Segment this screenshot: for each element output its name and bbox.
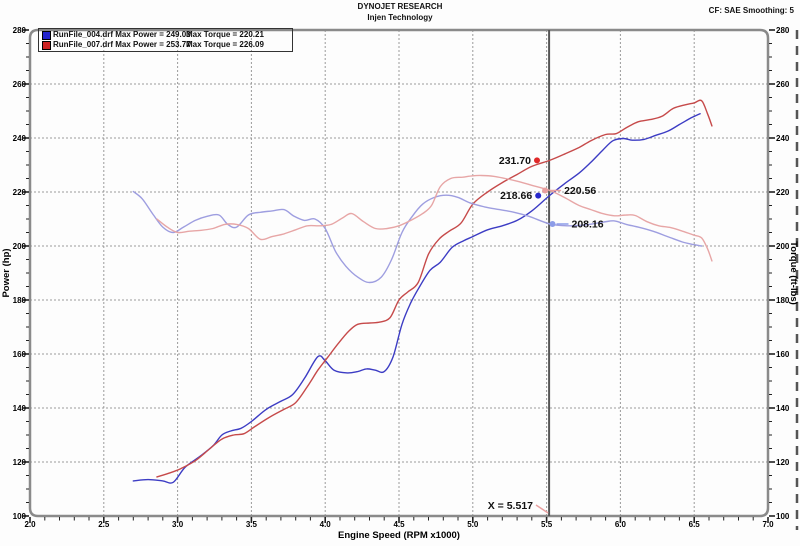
x-tick-label: 4.0: [320, 520, 332, 529]
y-tick-label-right: 260: [776, 80, 790, 89]
x-tick-label: 5.0: [467, 520, 479, 529]
x-tick-label: 2.0: [24, 520, 36, 529]
y-tick-label-right: 180: [776, 296, 790, 305]
legend-swatch-blue: [42, 31, 51, 40]
y-tick-label-right: 140: [776, 404, 790, 413]
y-tick-label-left: 260: [13, 80, 27, 89]
page-title: DYNOJET RESEARCH: [357, 2, 443, 11]
curve-3: [156, 174, 713, 262]
correction-smoothing-status: CF: SAE Smoothing: 5: [708, 6, 794, 15]
y-tick-label-left: 140: [13, 404, 27, 413]
legend-run004-power-label: RunFile_004.drf Max Power = 249.03: [53, 30, 191, 39]
y-tick-label-left: 100: [13, 512, 27, 521]
x-tick-label: 3.0: [172, 520, 184, 529]
legend-row-run004[interactable]: RunFile_004.drf Max Power = 249.03 Max T…: [39, 30, 292, 40]
legend-row-run007[interactable]: RunFile_007.drf Max Power = 253.77 Max T…: [39, 40, 292, 50]
y-tick-label-left: 160: [13, 350, 27, 359]
x-tick-label: 7.0: [762, 520, 774, 529]
legend-run007-torque-label: Max Torque = 226.09: [186, 40, 264, 49]
y-tick-label-right: 120: [776, 458, 790, 467]
legend-run007-power-label: RunFile_007.drf Max Power = 253.77: [53, 40, 191, 49]
legend-swatch-red: [42, 41, 51, 50]
y-tick-label-right: 220: [776, 188, 790, 197]
y-tick-label-right: 200: [776, 242, 790, 251]
curve-2: [132, 190, 703, 284]
blue-torque-marker: [549, 221, 556, 227]
x-axis-title: Engine Speed (RPM x1000): [338, 530, 460, 541]
y-tick-label-right: 160: [776, 350, 790, 359]
y-tick-label-left: 240: [13, 134, 27, 143]
page-subtitle: Injen Technology: [367, 13, 433, 22]
legend-box: RunFile_004.drf Max Power = 249.03 Max T…: [38, 28, 293, 52]
y-tick-label-right: 240: [776, 134, 790, 143]
x-tick-label: 6.0: [615, 520, 627, 529]
y-tick-label-left: 280: [13, 26, 27, 35]
legend-run004-torque-label: Max Torque = 220.21: [186, 30, 264, 39]
x-tick-label: 2.5: [98, 520, 110, 529]
blue-power-marker: [535, 192, 542, 199]
cursor-label-leader: [535, 504, 549, 514]
x-tick-label: 4.5: [393, 520, 405, 529]
x-tick-label: 5.5: [541, 520, 553, 529]
x-tick-label: 3.5: [246, 520, 258, 529]
curve-1: [156, 99, 713, 478]
x-tick-label: 6.5: [689, 520, 701, 529]
curve-0: [132, 113, 701, 484]
cursor-label: X = 5.517: [488, 500, 533, 512]
y-tick-label-right: 280: [776, 26, 790, 35]
y-axis-title-right: Torque (ft-lbs): [788, 241, 799, 305]
red-torque-marker-label: 220.56: [564, 185, 596, 197]
y-tick-label-left: 200: [13, 242, 27, 251]
y-tick-label-left: 220: [13, 188, 27, 197]
blue-torque-marker-label: 208.16: [572, 219, 604, 231]
y-tick-label-left: 120: [13, 458, 27, 467]
y-tick-label-right: 100: [776, 512, 790, 521]
plot-frame: [28, 28, 770, 518]
y-axis-title-left: Power (hp): [1, 248, 12, 297]
blue-power-marker-label: 218.66: [500, 190, 532, 202]
y-tick-label-left: 180: [13, 296, 27, 305]
red-power-marker: [534, 157, 540, 164]
red-power-marker-label: 231.70: [499, 155, 531, 167]
red-torque-marker: [542, 187, 549, 194]
